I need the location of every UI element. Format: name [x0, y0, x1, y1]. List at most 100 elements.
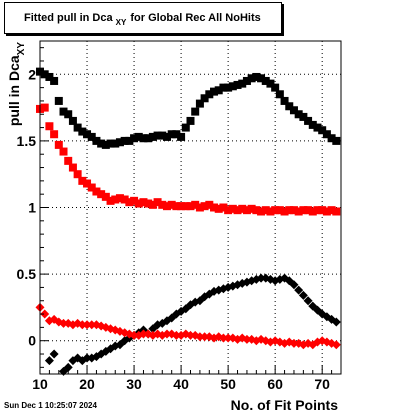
- data-point: [210, 203, 219, 212]
- data-point: [195, 203, 204, 212]
- data-point: [64, 156, 73, 165]
- data-point: [44, 356, 54, 366]
- data-point: [68, 163, 77, 172]
- data-point: [68, 116, 77, 125]
- data-point: [120, 195, 129, 204]
- data-point: [162, 329, 172, 339]
- data-point: [181, 202, 190, 211]
- data-point: [219, 203, 228, 212]
- data-point: [40, 309, 50, 319]
- data-point: [139, 134, 148, 143]
- data-point: [148, 132, 157, 141]
- data-point: [138, 329, 148, 339]
- y-tick-label: 0.5: [17, 266, 37, 282]
- data-point: [256, 273, 266, 283]
- data-point: [224, 206, 233, 215]
- data-point: [45, 122, 54, 131]
- data-point: [214, 204, 223, 213]
- data-point: [63, 362, 73, 372]
- data-point: [252, 72, 261, 81]
- data-point: [257, 207, 266, 216]
- data-point: [50, 76, 59, 85]
- data-point: [54, 140, 63, 149]
- data-point: [289, 338, 299, 348]
- series-1: [36, 103, 341, 216]
- x-tick-label: 50: [220, 376, 236, 392]
- chart-title-box: Fitted pull in Dca XY for Global Rec All …: [4, 2, 282, 34]
- data-point: [266, 79, 275, 88]
- data-point: [139, 198, 148, 207]
- x-axis-title: No. of Fit Points: [231, 397, 339, 413]
- data-point: [130, 196, 139, 205]
- data-point: [238, 204, 247, 213]
- data-point: [218, 333, 228, 343]
- data-marks: [35, 67, 341, 376]
- data-point: [158, 131, 167, 140]
- y-tick-label: 1: [28, 200, 36, 216]
- data-point: [97, 190, 106, 199]
- data-point: [106, 196, 115, 205]
- data-point: [271, 83, 280, 92]
- timestamp: Sun Dec 1 10:25:07 2024: [4, 401, 97, 410]
- data-point: [275, 206, 284, 215]
- data-point: [313, 206, 322, 215]
- data-point: [233, 206, 242, 215]
- data-point: [252, 206, 261, 215]
- x-tick-label: 60: [267, 376, 283, 392]
- data-point: [261, 206, 270, 215]
- series-0: [36, 67, 341, 149]
- data-point: [125, 198, 134, 207]
- data-point: [238, 79, 247, 88]
- data-point: [111, 195, 120, 204]
- data-point: [177, 202, 186, 211]
- data-point: [298, 290, 308, 300]
- data-point: [322, 130, 331, 139]
- data-point: [87, 132, 96, 141]
- chart-title-main: Fitted pull in Dca: [24, 12, 113, 24]
- data-point: [82, 353, 92, 363]
- data-point: [40, 103, 49, 112]
- data-point: [45, 72, 54, 81]
- data-point: [318, 206, 327, 215]
- tick-labels: 10 20 30 40 50 60 70 0 0.5 1 1.5 2: [17, 66, 331, 392]
- data-point: [172, 130, 181, 139]
- data-point: [191, 200, 200, 209]
- data-point: [242, 76, 251, 85]
- data-point: [200, 94, 209, 103]
- chart-title-subscript: XY: [115, 18, 127, 27]
- data-point: [162, 132, 171, 141]
- data-point: [92, 187, 101, 196]
- data-point: [172, 202, 181, 211]
- data-point: [78, 127, 87, 136]
- data-point: [87, 320, 97, 330]
- data-point: [115, 138, 124, 147]
- data-point: [77, 320, 87, 330]
- data-point: [134, 199, 143, 208]
- data-point: [134, 132, 143, 141]
- data-point: [308, 207, 317, 216]
- data-point: [129, 330, 139, 340]
- data-point: [49, 349, 59, 359]
- data-point: [247, 74, 256, 83]
- data-point: [54, 96, 63, 105]
- data-point: [242, 334, 252, 344]
- x-tick-label: 10: [32, 376, 48, 392]
- data-point: [224, 83, 233, 92]
- data-point: [83, 179, 92, 188]
- data-point: [153, 198, 162, 207]
- data-point: [120, 136, 129, 145]
- data-point: [171, 330, 181, 340]
- data-point: [205, 90, 214, 99]
- data-point: [304, 206, 313, 215]
- data-point: [82, 320, 92, 330]
- data-point: [144, 199, 153, 208]
- data-point: [332, 136, 341, 145]
- data-point: [195, 99, 204, 108]
- y-tick-label: 1.5: [17, 133, 37, 149]
- x-tick-label: 40: [173, 376, 189, 392]
- data-point: [331, 340, 341, 350]
- data-point: [186, 202, 195, 211]
- data-point: [87, 183, 96, 192]
- data-point: [205, 200, 214, 209]
- data-point: [331, 317, 341, 327]
